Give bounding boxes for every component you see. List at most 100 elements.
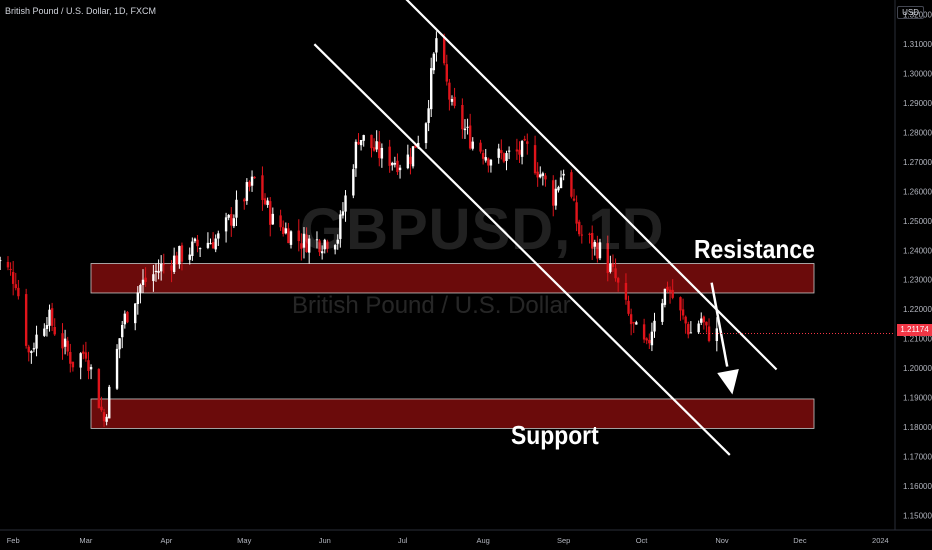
candle-up <box>217 233 220 239</box>
candle-up <box>333 245 337 250</box>
candle-up <box>609 263 612 272</box>
support-zone <box>90 398 815 429</box>
candle-up <box>154 270 158 273</box>
candle-up <box>320 251 324 254</box>
candle-down <box>627 300 630 314</box>
symbol-title: British Pound / U.S. Dollar, 1D, FXCM <box>5 6 157 16</box>
candle-down <box>606 243 609 273</box>
candle-down <box>461 104 464 130</box>
candle-down <box>614 268 617 279</box>
zones-layer <box>90 263 815 429</box>
candle-up <box>661 303 664 322</box>
candle-up <box>136 292 140 305</box>
candle-up <box>30 351 33 353</box>
price-tick-label: 1.28000 <box>903 129 932 138</box>
time-tick-label: 2024 <box>872 536 889 545</box>
support-label: Support <box>511 420 599 450</box>
candle-up <box>141 279 145 285</box>
candle-down <box>578 221 581 235</box>
candle-up <box>380 147 384 159</box>
candle-up <box>715 328 719 341</box>
price-tick-label: 1.22000 <box>903 305 932 314</box>
candle-down <box>84 352 88 359</box>
candle-up <box>344 195 347 212</box>
price-tick-label: 1.32000 <box>903 11 932 20</box>
candle-up <box>235 199 238 218</box>
candle-up <box>424 123 428 144</box>
candle-down <box>544 175 547 180</box>
candle-down <box>357 141 360 145</box>
forecast-arrow-head <box>717 368 739 395</box>
candle-up <box>0 260 2 262</box>
candle-down <box>611 263 615 267</box>
candle-up <box>152 274 155 282</box>
candle-up <box>108 386 111 419</box>
candle-down <box>50 308 54 326</box>
candle-up <box>302 233 306 248</box>
candle-up <box>188 254 191 260</box>
candle-down <box>297 230 300 242</box>
candle-down <box>705 321 708 326</box>
candle-down <box>24 294 28 346</box>
candle-down <box>629 314 633 325</box>
candle-up <box>497 148 500 158</box>
candle-down <box>572 198 576 201</box>
candle-up <box>398 167 402 171</box>
candle-up <box>115 348 119 389</box>
candle-up <box>227 214 230 218</box>
resistance-zone <box>90 263 815 294</box>
candle-down <box>575 202 578 224</box>
time-tick-label: Feb <box>7 536 20 545</box>
candle-up <box>700 318 703 323</box>
watermark-name: British Pound / U.S. Dollar <box>292 292 571 319</box>
candle-down <box>243 199 246 202</box>
candle-down <box>409 156 412 165</box>
candle-down <box>69 352 72 364</box>
candle-down <box>684 316 687 324</box>
candle-down <box>17 287 20 297</box>
candle-down <box>253 177 256 179</box>
candles-layer <box>0 31 719 427</box>
candle-down <box>590 233 594 249</box>
price-tick-label: 1.23000 <box>903 276 932 285</box>
candle-down <box>468 125 472 149</box>
candle-down <box>71 361 75 368</box>
candle-up <box>650 331 654 346</box>
candle-down <box>372 147 376 151</box>
price-tick-label: 1.24000 <box>903 246 932 255</box>
time-tick-label: Mar <box>79 536 92 545</box>
candle-down <box>570 172 573 197</box>
candle-down <box>442 36 446 64</box>
candle-up <box>123 313 127 325</box>
candle-down <box>287 228 290 244</box>
currency-button[interactable]: USD <box>897 6 924 19</box>
time-tick-label: Dec <box>793 536 807 545</box>
candle-down <box>666 286 669 291</box>
candle-down <box>11 272 15 284</box>
candle-up <box>362 135 365 141</box>
candle-up <box>139 284 142 293</box>
candle-up <box>427 108 430 123</box>
candle-down <box>642 324 646 340</box>
price-tick-label: 1.19000 <box>903 394 932 403</box>
candle-down <box>479 142 482 152</box>
candle-down <box>679 297 682 311</box>
candle-down <box>448 82 451 100</box>
watermark-ticker: GBPUSD, 1D <box>300 197 665 262</box>
candle-down <box>487 158 490 166</box>
price-tick-label: 1.15000 <box>903 511 932 520</box>
candle-down <box>126 311 129 323</box>
candle-up <box>341 211 345 216</box>
resistance-label: Resistance <box>694 234 815 264</box>
candle-down <box>162 264 165 266</box>
price-tick-label: 1.20000 <box>903 364 932 373</box>
candle-down <box>248 181 251 187</box>
candle-up <box>375 141 378 150</box>
candle-up <box>593 241 596 247</box>
candle-up <box>354 141 358 169</box>
candle-up <box>118 338 121 350</box>
candle-up <box>391 162 394 166</box>
candle-up <box>315 239 319 241</box>
last-price-tag: 1.21174 <box>897 324 932 336</box>
